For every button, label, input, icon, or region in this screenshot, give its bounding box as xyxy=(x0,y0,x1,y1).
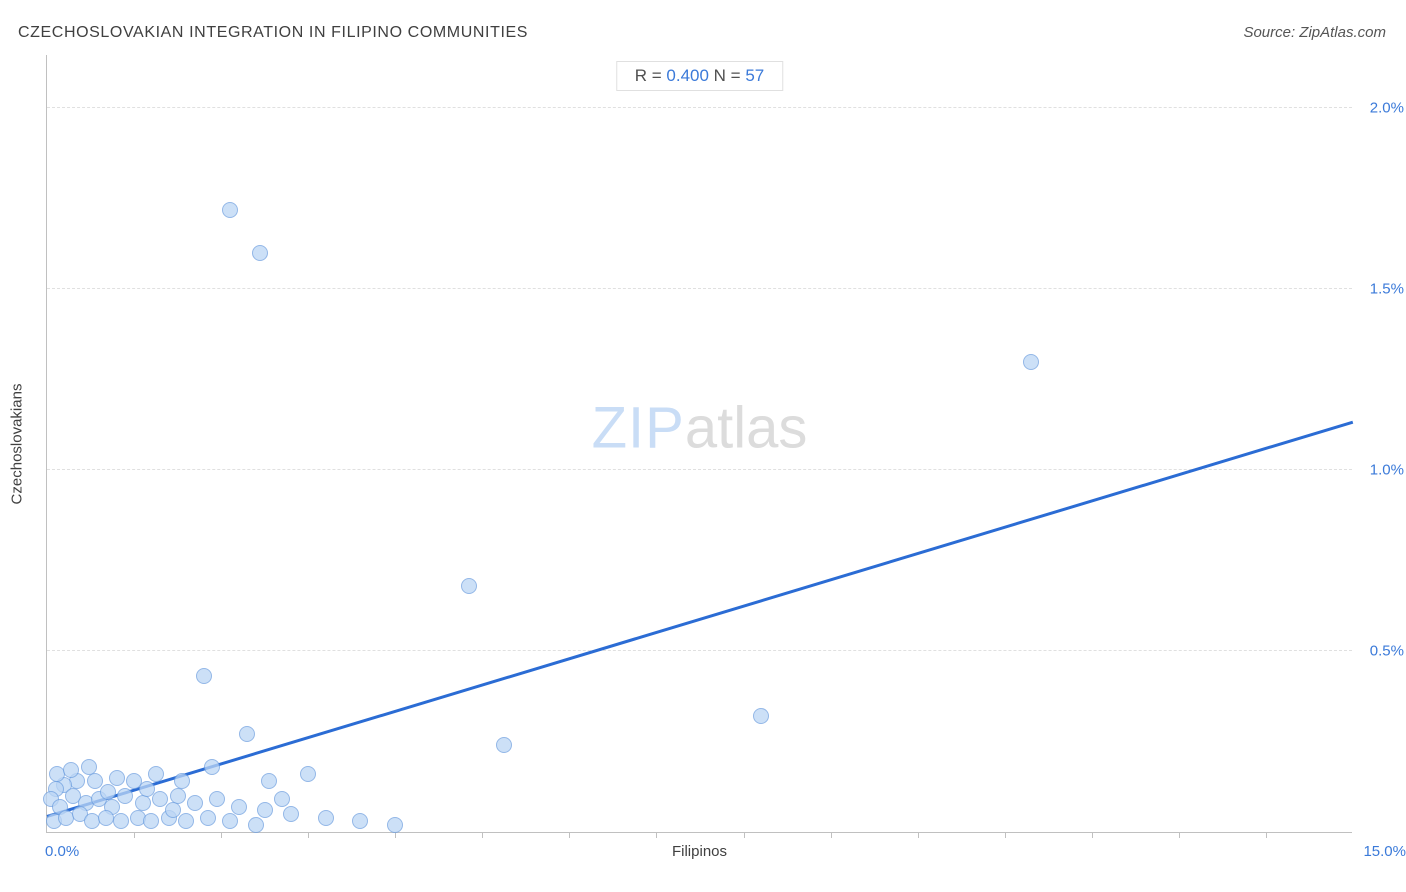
y-tick-label: 2.0% xyxy=(1370,100,1404,117)
data-point xyxy=(98,810,114,826)
x-axis-max-label: 15.0% xyxy=(1363,843,1406,860)
data-point xyxy=(257,802,273,818)
x-tick xyxy=(1266,832,1267,838)
y-gridline xyxy=(47,107,1352,108)
y-tick-label: 0.5% xyxy=(1370,643,1404,660)
x-tick xyxy=(831,832,832,838)
x-axis-label: Filipinos xyxy=(672,843,727,860)
y-tick-label: 1.5% xyxy=(1370,281,1404,298)
data-point xyxy=(117,788,133,804)
data-point xyxy=(148,766,164,782)
x-tick xyxy=(1092,832,1093,838)
y-axis-label: Czechoslovakians xyxy=(9,383,26,504)
y-tick-label: 1.0% xyxy=(1370,462,1404,479)
data-point xyxy=(239,726,255,742)
x-tick xyxy=(395,832,396,838)
r-value: 0.400 xyxy=(666,66,709,85)
watermark-zip: ZIP xyxy=(592,395,685,460)
y-gridline xyxy=(47,650,1352,651)
data-point xyxy=(209,791,225,807)
data-point xyxy=(196,668,212,684)
data-point xyxy=(113,813,129,829)
data-point xyxy=(753,708,769,724)
data-point xyxy=(352,813,368,829)
n-value: 57 xyxy=(745,66,764,85)
data-point xyxy=(248,817,264,833)
y-gridline xyxy=(47,469,1352,470)
data-point xyxy=(178,813,194,829)
watermark-atlas: atlas xyxy=(685,395,808,460)
x-tick xyxy=(656,832,657,838)
data-point xyxy=(100,784,116,800)
x-tick xyxy=(308,832,309,838)
y-gridline xyxy=(47,288,1352,289)
chart-title: CZECHOSLOVAKIAN INTEGRATION IN FILIPINO … xyxy=(18,24,528,42)
data-point xyxy=(283,806,299,822)
source-attribution: Source: ZipAtlas.com xyxy=(1243,24,1386,41)
data-point xyxy=(63,762,79,778)
data-point xyxy=(222,813,238,829)
data-point xyxy=(496,737,512,753)
x-tick xyxy=(1179,832,1180,838)
data-point xyxy=(1023,354,1039,370)
data-point xyxy=(274,791,290,807)
data-point xyxy=(200,810,216,826)
data-point xyxy=(143,813,159,829)
data-point xyxy=(261,773,277,789)
data-point xyxy=(109,770,125,786)
watermark: ZIPatlas xyxy=(592,394,808,461)
data-point xyxy=(165,802,181,818)
r-label: R = xyxy=(635,66,667,85)
data-point xyxy=(81,759,97,775)
data-point xyxy=(231,799,247,815)
data-point xyxy=(318,810,334,826)
x-tick xyxy=(918,832,919,838)
x-tick xyxy=(221,832,222,838)
x-axis-min-label: 0.0% xyxy=(45,843,79,860)
n-label: N = xyxy=(709,66,745,85)
data-point xyxy=(300,766,316,782)
x-tick xyxy=(744,832,745,838)
data-point xyxy=(222,202,238,218)
regression-line xyxy=(47,421,1354,818)
data-point xyxy=(387,817,403,833)
data-point xyxy=(187,795,203,811)
data-point xyxy=(204,759,220,775)
data-point xyxy=(252,245,268,261)
x-tick xyxy=(134,832,135,838)
data-point xyxy=(139,781,155,797)
x-tick xyxy=(569,832,570,838)
scatter-plot-area: ZIPatlas R = 0.400 N = 57 Czechoslovakia… xyxy=(46,55,1352,833)
x-tick xyxy=(482,832,483,838)
data-point xyxy=(461,578,477,594)
stats-box: R = 0.400 N = 57 xyxy=(616,61,784,91)
x-tick xyxy=(1005,832,1006,838)
